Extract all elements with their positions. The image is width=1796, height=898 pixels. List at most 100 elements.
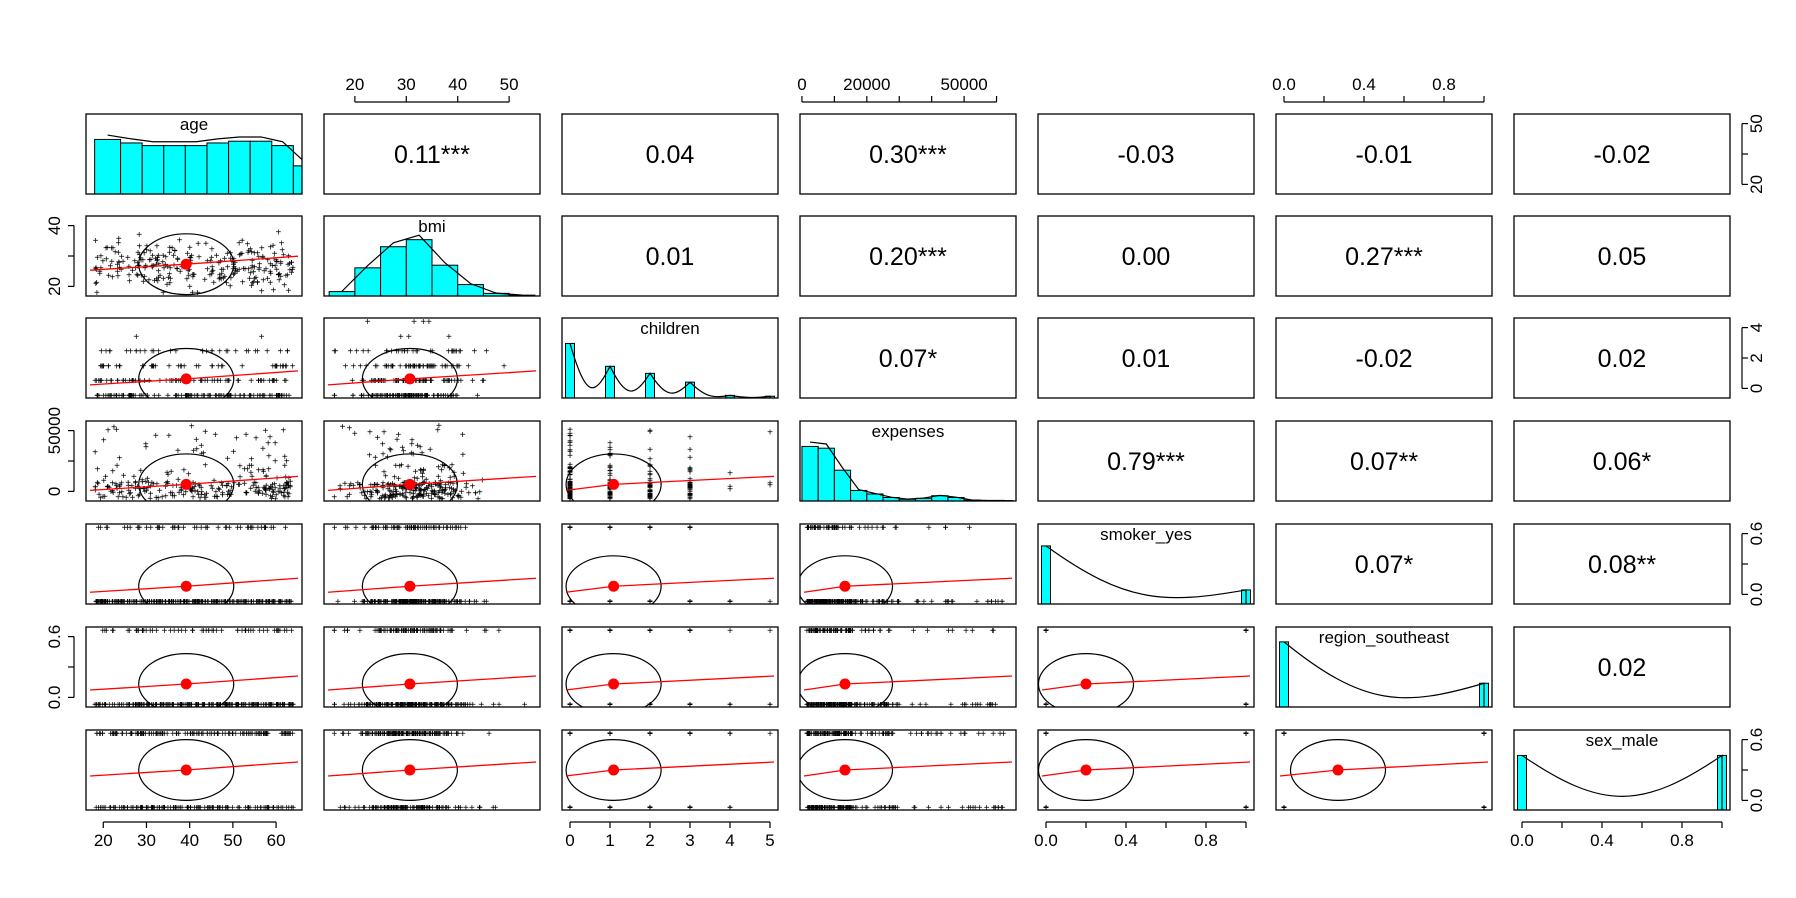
scatter-point: +	[814, 597, 820, 608]
scatter-point: +	[274, 473, 280, 484]
scatter-point: +	[423, 523, 429, 534]
scatter-point: +	[383, 391, 389, 402]
scatter-point: +	[567, 481, 573, 492]
scatter-point: +	[396, 626, 402, 637]
scatter-point: +	[567, 700, 573, 711]
scatter-point: +	[607, 729, 613, 740]
scatter-point: +	[399, 391, 405, 402]
scatter-point: +	[416, 361, 422, 372]
scatter-point: +	[881, 700, 887, 711]
scatter-point: +	[860, 597, 866, 608]
scatter-point: +	[181, 597, 187, 608]
scatter-point: +	[401, 376, 407, 387]
scatter-point: +	[814, 700, 820, 711]
scatter-point: +	[432, 597, 438, 608]
scatter-point: +	[438, 494, 444, 505]
scatter-point: +	[199, 626, 205, 637]
scatter-point: +	[175, 700, 181, 711]
scatter-point: +	[687, 700, 693, 711]
scatter-point: +	[127, 597, 133, 608]
scatter-point: +	[813, 597, 819, 608]
scatter-point: +	[687, 626, 693, 637]
scatter-point: +	[207, 391, 213, 402]
scatter-point: +	[391, 729, 397, 740]
scatter-point: +	[476, 803, 482, 814]
scatter-point: +	[196, 252, 202, 263]
scatter-point: +	[842, 523, 848, 534]
scatter-point: +	[256, 729, 262, 740]
scatter-point: +	[426, 803, 432, 814]
scatter-point: +	[272, 439, 278, 450]
scatter-point: +	[401, 483, 407, 494]
scatter-point: +	[405, 729, 411, 740]
scatter-point: +	[418, 700, 424, 711]
scatter-point: +	[189, 487, 195, 498]
scatter-point: +	[259, 391, 265, 402]
scatter-point: +	[166, 597, 172, 608]
scatter-point: +	[389, 347, 395, 358]
scatter-point: +	[170, 803, 176, 814]
scatter-point: +	[150, 251, 156, 262]
scatter-point: +	[391, 376, 397, 387]
scatter-point: +	[1043, 700, 1049, 711]
scatter-point: +	[845, 597, 851, 608]
scatter-point: +	[410, 700, 416, 711]
scatter-point: +	[160, 729, 166, 740]
panel-content: ++++++++++++++++++++++++++++++++++++++++…	[565, 729, 775, 810]
scatter-point: +	[1243, 626, 1249, 637]
scatter-point: +	[446, 479, 452, 490]
scatter-point: +	[118, 265, 124, 276]
scatter-point: +	[396, 523, 402, 534]
scatter-point: +	[199, 700, 205, 711]
variable-label-expenses: expenses	[872, 422, 945, 441]
scatter-point: +	[416, 391, 422, 402]
scatter-point: +	[445, 700, 451, 711]
scatter-point: +	[417, 700, 423, 711]
scatter-point: +	[647, 489, 653, 500]
scatter-point: +	[205, 391, 211, 402]
scatter-point: +	[370, 483, 376, 494]
scatter-point: +	[456, 803, 462, 814]
scatter-point: +	[447, 483, 453, 494]
scatter-point: +	[403, 729, 409, 740]
scatter-point: +	[963, 700, 969, 711]
scatter-point: +	[393, 489, 399, 500]
scatter-point: +	[206, 803, 212, 814]
scatter-point: +	[124, 347, 130, 358]
scatter-point: +	[199, 597, 205, 608]
scatter-point: +	[567, 480, 573, 491]
scatter-point: +	[687, 482, 693, 493]
panel-frame	[1037, 420, 1255, 502]
scatter-point: +	[172, 247, 178, 258]
scatter-point: +	[284, 479, 290, 490]
scatter-point: +	[277, 597, 283, 608]
scatter-point: +	[988, 700, 994, 711]
scatter-point: +	[461, 700, 467, 711]
scatter-point: +	[567, 478, 573, 489]
scatter-point: +	[241, 264, 247, 275]
scatter-point: +	[250, 523, 256, 534]
scatter-point: +	[607, 700, 613, 711]
scatter-point: +	[149, 597, 155, 608]
mean-point	[180, 678, 192, 690]
scatter-point: +	[226, 376, 232, 387]
scatter-point: +	[243, 488, 249, 499]
scatter-point: +	[140, 626, 146, 637]
scatter-point: +	[227, 597, 233, 608]
panel-age-age: age	[85, 113, 303, 195]
scatter-point: +	[263, 523, 269, 534]
panel-content: ++++++++++++++++++++++++++++++++++++++++…	[327, 729, 537, 814]
mean-point	[404, 764, 416, 776]
scatter-point: +	[567, 447, 573, 458]
scatter-point: +	[381, 492, 387, 503]
scatter-point: +	[156, 729, 162, 740]
scatter-point: +	[411, 729, 417, 740]
scatter-point: +	[825, 523, 831, 534]
histogram-bar	[249, 140, 273, 194]
scatter-point: +	[181, 361, 187, 372]
scatter-point: +	[567, 480, 573, 491]
scatter-point: +	[381, 729, 387, 740]
scatter-point: +	[96, 700, 102, 711]
scatter-point: +	[282, 484, 288, 495]
scatter-point: +	[1043, 700, 1049, 711]
